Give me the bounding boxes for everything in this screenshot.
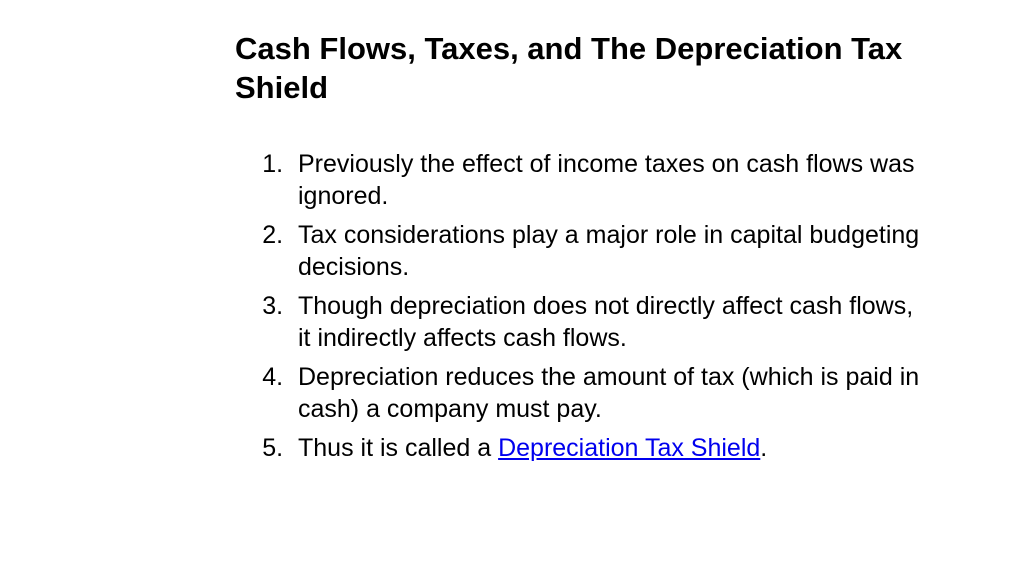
- list-item: Thus it is called a Depreciation Tax Shi…: [290, 432, 924, 465]
- list-item-text: Previously the effect of income taxes on…: [298, 150, 915, 211]
- numbered-list: Previously the effect of income taxes on…: [250, 148, 924, 465]
- list-item-text: Tax considerations play a major role in …: [298, 221, 919, 282]
- list-item-text: Though depreciation does not directly af…: [298, 292, 913, 353]
- list-item-suffix: .: [760, 434, 767, 462]
- list-item-prefix: Thus it is called a: [298, 434, 498, 462]
- list-item: Previously the effect of income taxes on…: [290, 148, 924, 213]
- slide-title: Cash Flows, Taxes, and The Depreciation …: [235, 30, 924, 108]
- list-item-text: Depreciation reduces the amount of tax (…: [298, 363, 919, 424]
- list-item: Though depreciation does not directly af…: [290, 290, 924, 355]
- list-item: Tax considerations play a major role in …: [290, 219, 924, 284]
- depreciation-tax-shield-link[interactable]: Depreciation Tax Shield: [498, 434, 760, 462]
- list-item: Depreciation reduces the amount of tax (…: [290, 361, 924, 426]
